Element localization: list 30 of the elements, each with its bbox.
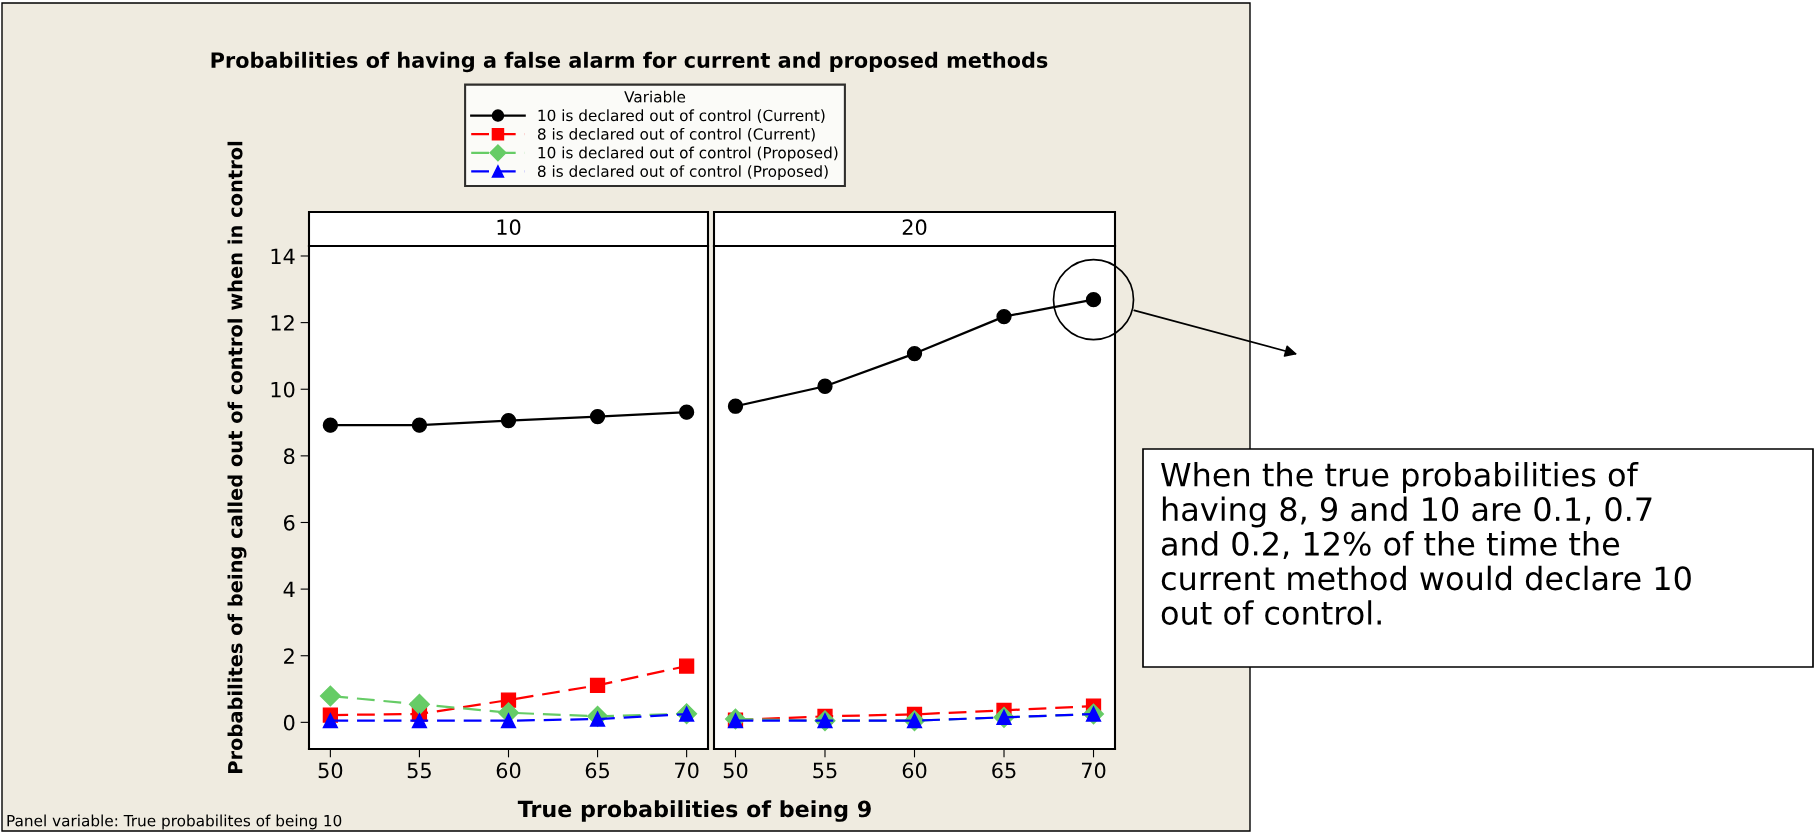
chart-subtitle: 10	[497, 219, 521, 236]
chart-title: Probabilities of having a false alarm for current and proposed methods	[211, 51, 1048, 73]
x-tick-label: 60	[496, 762, 521, 779]
x-tick-label: 70	[1081, 762, 1106, 779]
x-tick-label: 50	[318, 762, 343, 779]
y-tick-label: 10	[271, 381, 295, 398]
legend-label: 8 is declared out of control (Proposed)	[537, 165, 828, 180]
y-tick-label: 2	[284, 648, 294, 664]
chart-subtitle: 20	[902, 219, 927, 236]
x-tick-label: 60	[902, 762, 927, 779]
x-tick-label: 55	[407, 762, 431, 779]
legend-label: 8 is declared out of control (Current)	[537, 127, 815, 142]
text: When the true probabilities of having 8, 9 and 10 are 0.1, 0.7 and 0.2, 12% of the time the current method would declare 10 out of control.	[1161, 462, 1691, 625]
text: Panel variable: True probabilites of being 10	[7, 814, 342, 830]
x-tick-label: 70	[675, 762, 699, 779]
x-tick-label: 65	[585, 762, 609, 779]
legend-label: 10 is declared out of control (Proposed)	[538, 146, 838, 162]
x-tick-label: 55	[813, 762, 837, 779]
x-axis-title: True probabilities of being 9	[517, 800, 871, 822]
y-axis-title: Probabilites of being called out of control when in control	[227, 141, 247, 773]
legend-label: 10 is declared out of control (Current)	[538, 109, 825, 123]
y-tick-label: 12	[271, 315, 294, 331]
y-tick-label: 6	[284, 514, 295, 531]
y-tick-label: 0	[283, 714, 295, 731]
x-tick-label: 50	[723, 762, 748, 779]
y-tick-label: 8	[283, 448, 295, 465]
x-tick-label: 65	[992, 762, 1016, 779]
legend-title: Variable	[624, 90, 686, 103]
y-tick-label: 4	[283, 581, 295, 598]
y-tick-label: 14	[271, 248, 295, 264]
